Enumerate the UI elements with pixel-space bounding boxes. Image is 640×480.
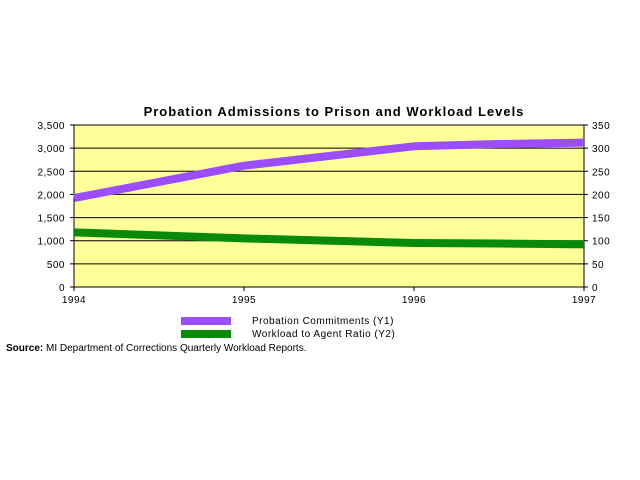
series-line-probation-commitments — [73, 138, 585, 203]
y1-axis: 0 500 1,000 1,500 2,000 2,500 3,000 3,500 — [37, 121, 74, 294]
source-note: Source: MI Department of Corrections Qua… — [6, 343, 306, 354]
series-lines — [73, 138, 585, 249]
y2-axis: 0 50 100 150 200 250 300 350 — [584, 121, 610, 294]
source-text: MI Department of Corrections Quarterly W… — [46, 343, 307, 354]
gridlines — [74, 147, 584, 265]
y1-tick-label: 2,500 — [37, 167, 65, 178]
y1-tick-label: 3,500 — [37, 121, 65, 132]
y2-tick-label: 100 — [592, 237, 610, 248]
x-tick-label: 1994 — [62, 295, 86, 306]
x-tick-label: 1995 — [232, 295, 256, 306]
y1-tick-label: 2,000 — [37, 190, 65, 201]
x-tick-label: 1996 — [402, 295, 426, 306]
y2-tick-label: 200 — [592, 190, 610, 201]
y1-tick-label: 1,000 — [37, 237, 65, 248]
legend-swatch-probation — [181, 317, 231, 325]
source-label: Source: — [6, 343, 44, 354]
legend-swatch-workload — [181, 330, 231, 338]
y2-tick-label: 300 — [592, 144, 610, 155]
legend-label-probation: Probation Commitments (Y1) — [252, 316, 394, 327]
y1-tick-label: 0 — [59, 283, 65, 294]
plot-area — [73, 124, 585, 288]
series-line-workload-ratio — [73, 228, 585, 249]
y1-tick-label: 3,000 — [37, 144, 65, 155]
y1-tick-label: 500 — [47, 260, 65, 271]
y1-tick-label: 1,500 — [37, 214, 65, 225]
legend: Probation Commitments (Y1) Workload to A… — [181, 316, 395, 340]
y2-tick-label: 150 — [592, 214, 610, 225]
legend-label-workload: Workload to Agent Ratio (Y2) — [252, 329, 395, 340]
chart-title: Probation Admissions to Prison and Workl… — [144, 104, 525, 119]
x-axis: 1994 1995 1996 1997 — [62, 287, 596, 306]
x-tick-label: 1997 — [572, 295, 596, 306]
y2-tick-label: 0 — [592, 283, 598, 294]
y2-tick-label: 250 — [592, 167, 610, 178]
y2-tick-label: 50 — [592, 260, 604, 271]
y2-tick-label: 350 — [592, 121, 610, 132]
